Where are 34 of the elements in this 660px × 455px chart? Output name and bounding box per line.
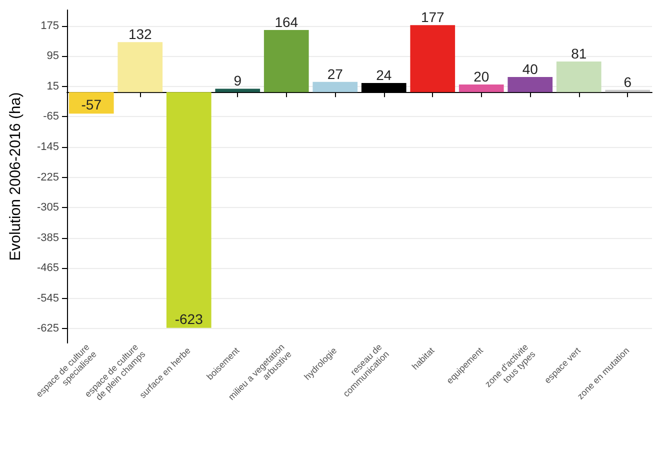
data-label: 177 <box>420 9 445 26</box>
y-tick-label: 95 <box>46 50 59 62</box>
y-tick-label: -225 <box>36 171 59 184</box>
data-label: 24 <box>376 67 392 84</box>
y-tick-label: -145 <box>36 140 59 153</box>
data-label: 132 <box>128 26 152 42</box>
y-tick-label: 15 <box>46 80 59 92</box>
y-tick-label: -545 <box>36 292 59 304</box>
data-label: 20 <box>474 68 490 85</box>
bar <box>215 88 260 92</box>
bar <box>264 30 309 92</box>
bar <box>118 42 163 92</box>
y-tick-label: 175 <box>40 20 59 32</box>
bar <box>458 84 504 92</box>
bar <box>508 76 553 92</box>
data-label: 164 <box>274 14 298 30</box>
data-label: 81 <box>571 45 587 62</box>
bar <box>68 92 114 114</box>
bar <box>556 61 602 92</box>
data-label: 27 <box>327 66 344 82</box>
data-label: 40 <box>522 60 538 77</box>
bar <box>166 92 212 328</box>
data-label: 9 <box>234 72 242 89</box>
y-tick-label: -385 <box>36 232 59 244</box>
data-label: -57 <box>81 96 102 113</box>
y-tick-label: -65 <box>43 110 59 123</box>
y-tick-label: -305 <box>36 202 59 214</box>
bar <box>312 82 358 92</box>
y-axis-title: Evolution 2006-2016 (ha) <box>7 92 24 261</box>
y-tick-label: -625 <box>36 322 59 335</box>
bar <box>410 25 456 92</box>
data-label: -623 <box>174 310 204 327</box>
y-tick-label: -465 <box>36 262 59 274</box>
data-label: 6 <box>624 74 632 90</box>
